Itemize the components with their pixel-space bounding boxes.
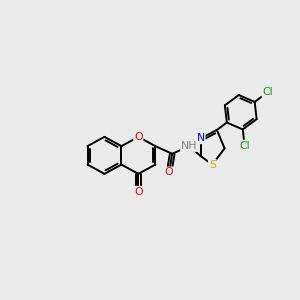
Text: O: O xyxy=(134,132,143,142)
Text: O: O xyxy=(134,187,143,196)
Text: O: O xyxy=(165,167,173,177)
Text: S: S xyxy=(209,160,216,170)
Text: NH: NH xyxy=(181,141,197,151)
Text: Cl: Cl xyxy=(239,140,250,151)
Text: N: N xyxy=(196,134,205,143)
Text: Cl: Cl xyxy=(262,87,273,97)
